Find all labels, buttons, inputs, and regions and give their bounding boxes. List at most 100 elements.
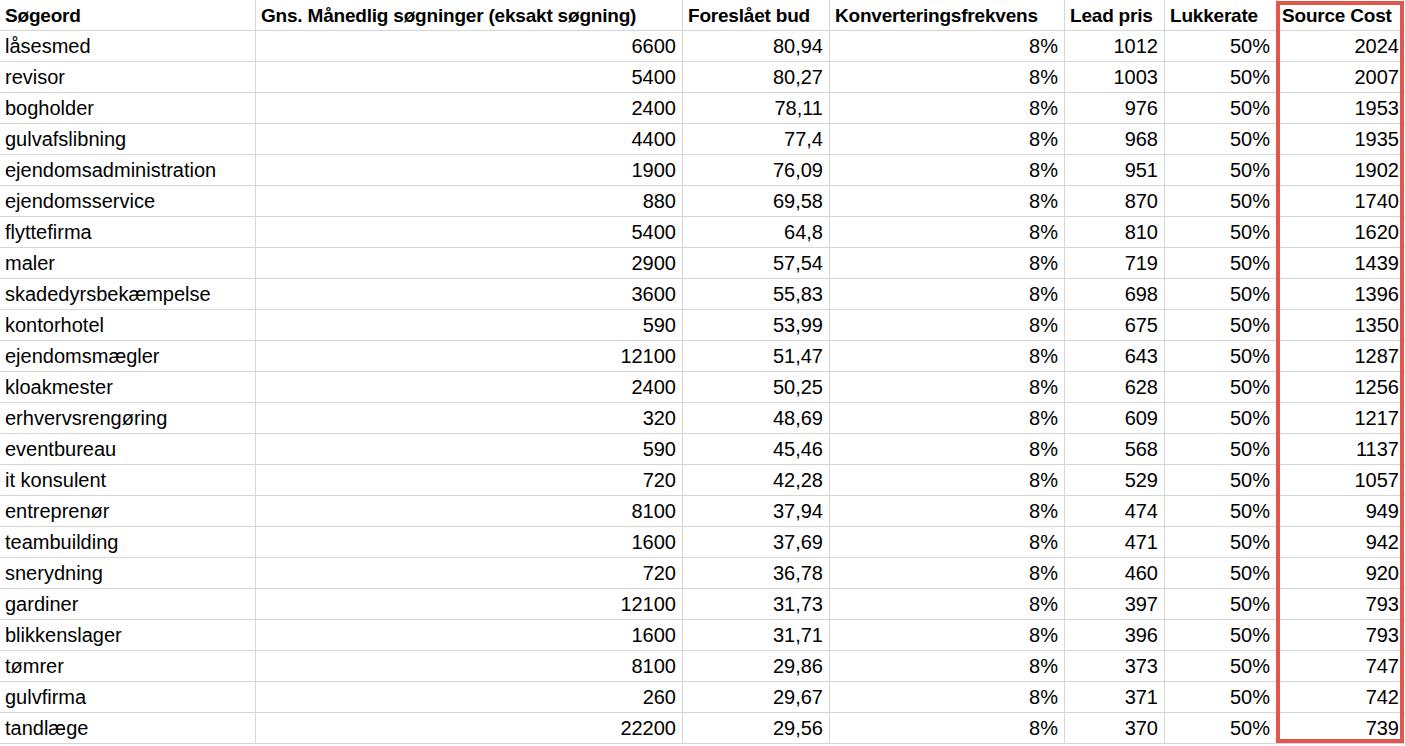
value-cell[interactable]: 8100 [256,496,683,527]
keyword-cell[interactable]: kloakmester [0,372,256,403]
keyword-cell[interactable]: eventbureau [0,434,256,465]
value-cell[interactable]: 1057 [1277,465,1405,496]
value-cell[interactable]: 976 [1065,93,1165,124]
value-cell[interactable]: 48,69 [683,403,830,434]
value-cell[interactable]: 22200 [256,713,683,744]
keyword-cell[interactable]: teambuilding [0,527,256,558]
value-cell[interactable]: 1902 [1277,155,1405,186]
value-cell[interactable]: 53,99 [683,310,830,341]
value-cell[interactable]: 2007 [1277,62,1405,93]
value-cell[interactable]: 50% [1165,279,1277,310]
value-cell[interactable]: 3600 [256,279,683,310]
value-cell[interactable]: 8% [830,186,1065,217]
value-cell[interactable]: 1620 [1277,217,1405,248]
value-cell[interactable]: 1287 [1277,341,1405,372]
value-cell[interactable]: 50% [1165,434,1277,465]
value-cell[interactable]: 57,54 [683,248,830,279]
value-cell[interactable]: 55,83 [683,279,830,310]
keyword-cell[interactable]: it konsulent [0,465,256,496]
value-cell[interactable]: 2024 [1277,31,1405,62]
value-cell[interactable]: 529 [1065,465,1165,496]
value-cell[interactable]: 76,09 [683,155,830,186]
keyword-cell[interactable]: blikkenslager [0,620,256,651]
value-cell[interactable]: 870 [1065,186,1165,217]
value-cell[interactable]: 80,94 [683,31,830,62]
value-cell[interactable]: 6600 [256,31,683,62]
value-cell[interactable]: 371 [1065,682,1165,713]
value-cell[interactable]: 50% [1165,62,1277,93]
value-cell[interactable]: 50% [1165,372,1277,403]
value-cell[interactable]: 50,25 [683,372,830,403]
value-cell[interactable]: 1740 [1277,186,1405,217]
value-cell[interactable]: 793 [1277,620,1405,651]
value-cell[interactable]: 50% [1165,186,1277,217]
keyword-cell[interactable]: bogholder [0,93,256,124]
value-cell[interactable]: 474 [1065,496,1165,527]
value-cell[interactable]: 8% [830,155,1065,186]
value-cell[interactable]: 36,78 [683,558,830,589]
value-cell[interactable]: 8% [830,651,1065,682]
value-cell[interactable]: 50% [1165,341,1277,372]
value-cell[interactable]: 747 [1277,651,1405,682]
keyword-cell[interactable]: skadedyrsbekæmpelse [0,279,256,310]
value-cell[interactable]: 609 [1065,403,1165,434]
column-header-lukkerate[interactable]: Lukkerate [1165,0,1277,31]
value-cell[interactable]: 1137 [1277,434,1405,465]
value-cell[interactable]: 8% [830,93,1065,124]
keyword-cell[interactable]: maler [0,248,256,279]
value-cell[interactable]: 42,28 [683,465,830,496]
value-cell[interactable]: 8% [830,403,1065,434]
value-cell[interactable]: 396 [1065,620,1165,651]
value-cell[interactable]: 5400 [256,62,683,93]
value-cell[interactable]: 50% [1165,651,1277,682]
value-cell[interactable]: 1350 [1277,310,1405,341]
column-header-sogeord[interactable]: Søgeord [0,0,256,31]
keyword-cell[interactable]: kontorhotel [0,310,256,341]
value-cell[interactable]: 37,94 [683,496,830,527]
value-cell[interactable]: 590 [256,310,683,341]
value-cell[interactable]: 12100 [256,341,683,372]
value-cell[interactable]: 643 [1065,341,1165,372]
keyword-cell[interactable]: flyttefirma [0,217,256,248]
value-cell[interactable]: 37,69 [683,527,830,558]
value-cell[interactable]: 8% [830,496,1065,527]
value-cell[interactable]: 8% [830,434,1065,465]
value-cell[interactable]: 370 [1065,713,1165,744]
keyword-cell[interactable]: gardiner [0,589,256,620]
value-cell[interactable]: 8% [830,465,1065,496]
value-cell[interactable]: 949 [1277,496,1405,527]
value-cell[interactable]: 50% [1165,248,1277,279]
value-cell[interactable]: 50% [1165,465,1277,496]
value-cell[interactable]: 397 [1065,589,1165,620]
value-cell[interactable]: 1439 [1277,248,1405,279]
value-cell[interactable]: 8% [830,31,1065,62]
value-cell[interactable]: 951 [1065,155,1165,186]
keyword-cell[interactable]: ejendomsservice [0,186,256,217]
value-cell[interactable]: 8% [830,589,1065,620]
value-cell[interactable]: 31,71 [683,620,830,651]
value-cell[interactable]: 260 [256,682,683,713]
value-cell[interactable]: 920 [1277,558,1405,589]
value-cell[interactable]: 50% [1165,589,1277,620]
value-cell[interactable]: 568 [1065,434,1165,465]
value-cell[interactable]: 1012 [1065,31,1165,62]
value-cell[interactable]: 51,47 [683,341,830,372]
value-cell[interactable]: 8100 [256,651,683,682]
value-cell[interactable]: 29,67 [683,682,830,713]
value-cell[interactable]: 29,86 [683,651,830,682]
value-cell[interactable]: 2900 [256,248,683,279]
value-cell[interactable]: 80,27 [683,62,830,93]
value-cell[interactable]: 742 [1277,682,1405,713]
value-cell[interactable]: 460 [1065,558,1165,589]
keyword-cell[interactable]: ejendomsadministration [0,155,256,186]
value-cell[interactable]: 698 [1065,279,1165,310]
value-cell[interactable]: 320 [256,403,683,434]
value-cell[interactable]: 720 [256,558,683,589]
value-cell[interactable]: 50% [1165,682,1277,713]
value-cell[interactable]: 50% [1165,403,1277,434]
value-cell[interactable]: 64,8 [683,217,830,248]
value-cell[interactable]: 50% [1165,496,1277,527]
value-cell[interactable]: 739 [1277,713,1405,744]
keyword-cell[interactable]: ejendomsmægler [0,341,256,372]
value-cell[interactable]: 1396 [1277,279,1405,310]
